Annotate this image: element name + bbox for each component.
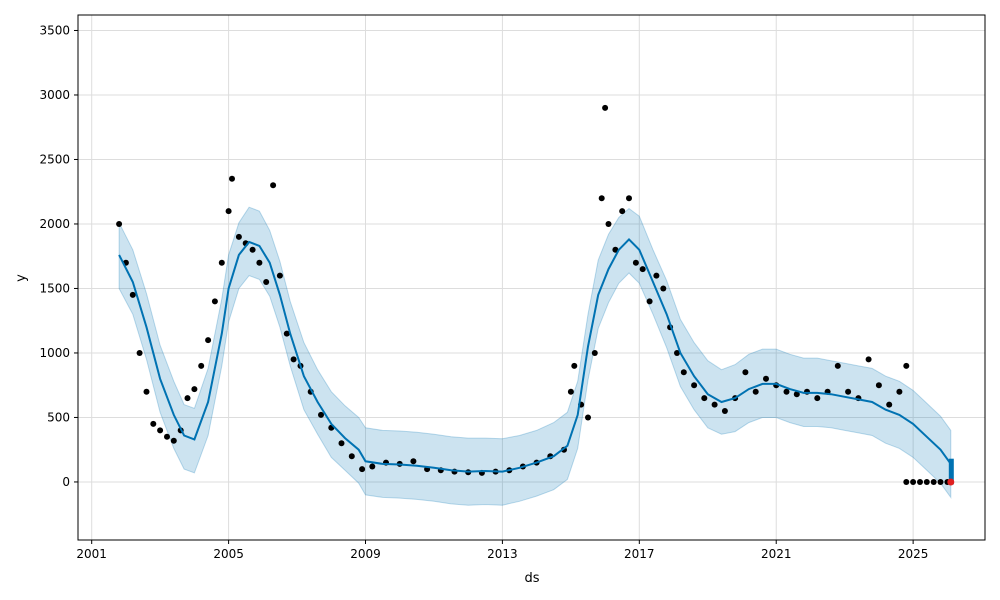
observed-point <box>290 356 297 363</box>
x-tick-label: 2021 <box>761 547 792 561</box>
observed-point <box>626 195 632 202</box>
observed-point <box>814 395 821 402</box>
observed-point <box>660 285 667 292</box>
x-tick-label: 2025 <box>898 547 929 561</box>
uncertainty-band-group <box>118 206 952 506</box>
observed-tail-point <box>910 479 917 485</box>
observed-point <box>198 362 205 369</box>
x-tick-label: 2001 <box>76 547 107 561</box>
observed-point <box>225 208 232 215</box>
observed-tail-point <box>923 479 930 485</box>
observed-point <box>191 386 198 393</box>
observed-point <box>602 104 609 111</box>
x-tick-label: 2005 <box>213 547 244 561</box>
observed-tail-point <box>930 479 937 485</box>
observed-tail-point <box>917 479 923 485</box>
y-tick-label: 1000 <box>39 346 70 360</box>
observed-point <box>283 330 290 337</box>
observed-point <box>783 388 790 395</box>
y-tick-label: 2000 <box>39 217 70 231</box>
observed-point <box>653 272 660 279</box>
observed-tail-point <box>937 479 944 485</box>
x-tick-label: 2009 <box>350 547 381 561</box>
observed-point <box>742 369 749 376</box>
observed-point <box>184 395 191 402</box>
y-tick-label: 500 <box>47 410 70 424</box>
observed-point <box>229 175 235 182</box>
observed-point <box>865 356 872 363</box>
forecast-end-marker <box>948 458 954 485</box>
y-axis-label: y <box>14 274 29 282</box>
observed-point <box>691 382 698 389</box>
observed-point <box>235 233 242 240</box>
observed-point <box>834 362 841 369</box>
y-axis-ticks: 0 500 1000 1500 2000 2500 3000 3500 <box>39 23 78 489</box>
observed-point <box>896 388 903 395</box>
observed-point <box>875 382 882 389</box>
observed-point <box>639 266 646 273</box>
observed-tail-point <box>903 479 910 485</box>
x-axis-ticks: 2001 2005 2009 2013 2017 2021 2025 <box>76 540 928 561</box>
observed-point <box>567 388 574 395</box>
observed-point <box>571 362 578 369</box>
observed-point <box>711 401 718 408</box>
observed-point <box>256 259 263 266</box>
observed-point <box>646 298 653 305</box>
observed-point <box>263 279 270 285</box>
y-tick-label: 2500 <box>39 152 70 166</box>
observed-point <box>170 437 177 444</box>
uncertainty-band <box>118 206 952 506</box>
observed-point <box>619 208 626 215</box>
observed-point <box>845 388 852 395</box>
observed-point <box>136 350 143 356</box>
observed-point <box>157 427 164 434</box>
observed-point <box>348 453 355 460</box>
observed-point <box>701 395 708 402</box>
observed-point <box>410 458 417 465</box>
observed-point <box>129 291 136 298</box>
observed-point <box>886 401 893 408</box>
y-tick-label: 1500 <box>39 281 70 295</box>
observed-point <box>164 433 170 440</box>
observed-point <box>116 221 123 227</box>
forecast-line-group <box>118 237 955 486</box>
y-tick-label: 0 <box>62 475 70 489</box>
observed-point <box>763 375 769 382</box>
observed-point <box>218 259 225 266</box>
observed-point <box>270 182 277 189</box>
x-tick-label: 2013 <box>487 547 518 561</box>
x-axis-label: ds <box>524 571 539 586</box>
observed-point <box>211 298 218 305</box>
observed-point <box>632 259 639 266</box>
observed-point <box>150 420 157 427</box>
observed-point <box>605 221 612 227</box>
observed-point <box>721 408 728 414</box>
x-tick-label: 2017 <box>624 547 655 561</box>
observed-point <box>674 350 680 356</box>
observed-point <box>249 246 256 253</box>
observed-point <box>205 337 212 344</box>
y-tick-label: 3500 <box>39 23 70 37</box>
observed-point <box>276 272 283 279</box>
observed-point <box>793 391 800 398</box>
forecast-line <box>118 237 952 473</box>
observed-point <box>598 195 605 202</box>
observed-point <box>338 440 345 447</box>
observed-point <box>752 388 759 395</box>
observed-point <box>318 411 324 418</box>
observed-point <box>359 466 366 473</box>
y-tick-label: 3000 <box>39 88 70 102</box>
observed-point <box>369 463 376 470</box>
observed-point <box>903 362 910 369</box>
observed-point <box>143 388 150 395</box>
observed-point <box>680 369 687 376</box>
plot-frame <box>77 14 986 541</box>
observed-point <box>585 414 591 421</box>
highlight-point <box>947 478 955 486</box>
observed-point <box>591 350 598 356</box>
